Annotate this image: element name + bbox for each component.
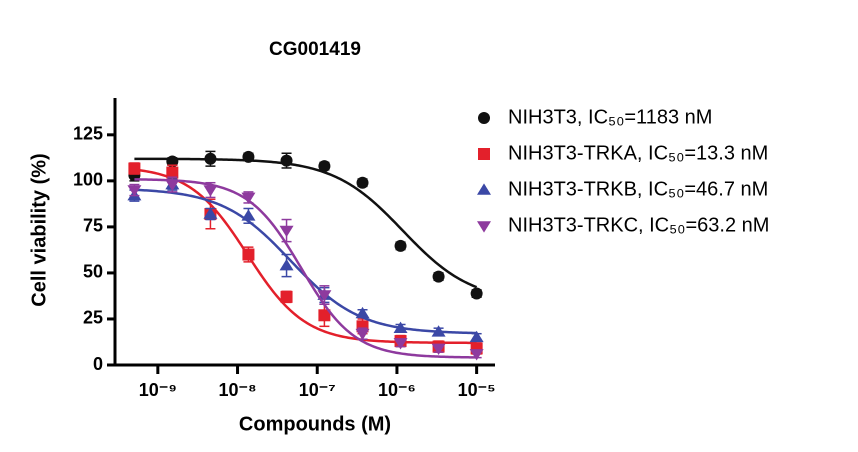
legend-label: NIH3T3-TRKB, IC₅₀=46.7 nM bbox=[508, 178, 768, 200]
point bbox=[203, 207, 218, 219]
fit-curve bbox=[134, 157, 478, 289]
point bbox=[431, 325, 446, 337]
x-tick-label: 10⁻⁵ bbox=[458, 380, 496, 400]
legend-marker bbox=[478, 148, 490, 160]
legend-label: NIH3T3-TRKA, IC₅₀=13.3 nM bbox=[508, 142, 768, 164]
point bbox=[203, 185, 218, 197]
point bbox=[317, 290, 332, 302]
point bbox=[356, 176, 369, 189]
y-tick-label: 0 bbox=[93, 354, 103, 374]
point bbox=[355, 306, 370, 319]
legend-marker bbox=[477, 183, 491, 195]
x-tick-label: 10⁻⁶ bbox=[378, 380, 416, 400]
point bbox=[279, 258, 294, 271]
x-tick-label: 10⁻⁸ bbox=[219, 380, 257, 400]
point bbox=[242, 150, 255, 163]
point bbox=[470, 287, 483, 300]
y-tick-label: 100 bbox=[73, 170, 103, 190]
fit-curve bbox=[134, 178, 477, 359]
legend-marker bbox=[478, 112, 490, 124]
point bbox=[128, 162, 141, 175]
point bbox=[394, 239, 407, 252]
point bbox=[127, 185, 142, 197]
point bbox=[280, 290, 293, 303]
x-axis-label: Compounds (M) bbox=[239, 413, 391, 435]
point bbox=[241, 192, 256, 205]
point bbox=[166, 166, 179, 179]
y-tick-label: 50 bbox=[83, 262, 103, 282]
y-tick-label: 25 bbox=[83, 308, 103, 328]
legend-label: NIH3T3-TRKC, IC₅₀=63.2 nM bbox=[508, 214, 769, 236]
point bbox=[469, 330, 484, 343]
legend-label: NIH3T3, IC₅₀=1183 nM bbox=[508, 106, 712, 128]
point bbox=[393, 321, 408, 333]
point bbox=[431, 343, 446, 356]
y-axis-label: Cell viability (%) bbox=[28, 153, 50, 306]
point bbox=[242, 248, 255, 261]
point bbox=[165, 179, 180, 192]
fit-curve bbox=[134, 188, 477, 335]
point bbox=[318, 160, 331, 173]
x-tick-label: 10⁻⁷ bbox=[299, 380, 336, 400]
fit-curve bbox=[134, 168, 477, 345]
point bbox=[204, 152, 217, 165]
point bbox=[279, 225, 294, 238]
point bbox=[432, 270, 445, 283]
point bbox=[469, 349, 484, 361]
chart-title: CG001419 bbox=[269, 39, 361, 60]
point bbox=[393, 338, 408, 350]
y-tick-label: 75 bbox=[83, 216, 103, 236]
legend-marker bbox=[477, 221, 491, 233]
point bbox=[355, 328, 370, 341]
point bbox=[241, 209, 256, 221]
x-tick-label: 10⁻⁹ bbox=[139, 380, 177, 400]
y-tick-label: 125 bbox=[73, 124, 103, 144]
point bbox=[318, 309, 331, 322]
point bbox=[280, 154, 293, 167]
